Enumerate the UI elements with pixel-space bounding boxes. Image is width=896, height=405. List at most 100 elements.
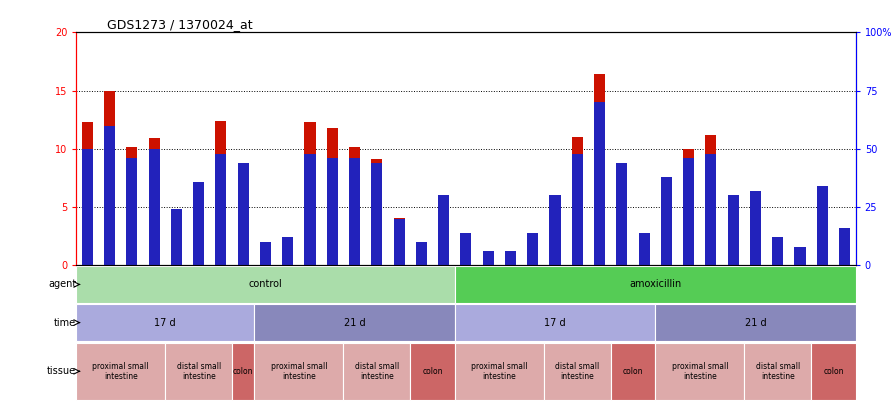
Bar [410,343,455,400]
Bar [215,121,227,265]
Bar [282,247,293,265]
Bar [616,163,627,265]
Text: distal small
intestine: distal small intestine [177,362,220,381]
Bar [772,241,783,265]
Bar [616,164,627,265]
Bar [655,343,745,400]
Bar [705,153,717,265]
Bar [104,126,115,265]
Bar [683,158,694,265]
Bar [76,266,455,303]
Bar [76,343,165,400]
Bar [544,343,611,400]
Text: agent: agent [47,279,76,290]
Bar [171,209,182,265]
Bar [795,253,806,265]
Bar [611,343,655,400]
Bar [215,153,227,265]
Text: 21 d: 21 d [344,318,366,328]
Bar [811,343,856,400]
Bar [438,196,449,265]
Bar [254,304,455,341]
Bar [282,237,293,265]
Text: distal small
intestine: distal small intestine [355,362,399,381]
Bar [594,102,605,265]
Text: colon: colon [823,367,844,376]
Bar [483,252,494,265]
Bar [149,149,159,265]
Bar [260,249,271,265]
Bar [655,304,856,341]
Bar [343,343,410,400]
Text: 17 d: 17 d [154,318,176,328]
Bar [745,343,811,400]
Text: colon: colon [422,367,443,376]
Bar [750,197,761,265]
Text: colon: colon [233,367,254,376]
Bar [661,177,672,265]
Bar [817,190,828,265]
Bar [194,181,204,265]
Text: proximal small
intestine: proximal small intestine [271,362,327,381]
Text: time: time [54,318,76,328]
Bar [165,343,232,400]
Bar [750,191,761,265]
Bar [661,180,672,265]
Bar [455,304,655,341]
Bar [549,196,561,265]
Bar [728,198,738,265]
Bar [260,242,271,265]
Bar [438,201,449,265]
Bar [237,166,249,265]
Bar [349,147,360,265]
Bar [126,158,137,265]
Bar [416,250,427,265]
Bar [305,122,315,265]
Bar [371,163,383,265]
Text: GDS1273 / 1370024_at: GDS1273 / 1370024_at [108,18,253,31]
Bar [126,147,137,265]
Bar [416,242,427,265]
Bar [839,228,850,265]
Text: distal small
intestine: distal small intestine [556,362,599,381]
Bar [572,153,583,265]
Bar [232,343,254,400]
Text: 17 d: 17 d [544,318,565,328]
Bar [393,217,405,265]
Text: amoxicillin: amoxicillin [629,279,681,290]
Text: colon: colon [623,367,643,376]
Bar [455,266,856,303]
Bar [349,158,360,265]
Text: control: control [248,279,282,290]
Bar [772,237,783,265]
Bar [549,197,561,265]
Bar [305,153,315,265]
Bar [461,233,471,265]
Bar [505,256,516,265]
Bar [572,137,583,265]
Text: proximal small
intestine: proximal small intestine [92,362,149,381]
Bar [171,209,182,265]
Bar [728,196,738,265]
Text: proximal small
intestine: proximal small intestine [671,362,728,381]
Text: 21 d: 21 d [745,318,766,328]
Bar [327,158,338,265]
Bar [683,149,694,265]
Bar [705,135,717,265]
Bar [505,252,516,265]
Bar [371,160,383,265]
Bar [82,122,93,265]
Bar [817,186,828,265]
Bar [254,343,343,400]
Bar [327,128,338,265]
Bar [839,228,850,265]
Bar [194,192,204,265]
Bar [82,149,93,265]
Text: tissue: tissue [47,366,76,376]
Text: proximal small
intestine: proximal small intestine [471,362,528,381]
Bar [594,75,605,265]
Bar [393,219,405,265]
Bar [639,233,650,265]
Bar [639,236,650,265]
Bar [149,139,159,265]
